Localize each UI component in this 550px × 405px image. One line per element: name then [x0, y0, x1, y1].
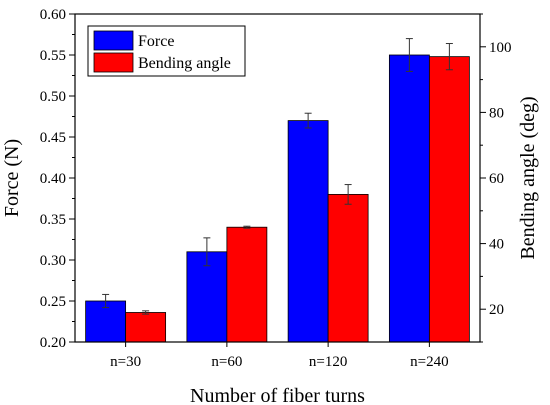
bending-angle-bar	[125, 312, 167, 343]
bending-angle-error-bar	[344, 184, 352, 205]
force-error-bar	[203, 237, 211, 267]
bending-angle-error-bar	[445, 43, 453, 71]
x-axis-title: Number of fiber turns	[190, 385, 365, 405]
bars-layer	[85, 38, 470, 343]
bending-angle-bar	[226, 226, 268, 343]
legend-label-bending-angle: Bending angle	[138, 55, 231, 72]
x-tick-label: n=30	[110, 354, 141, 370]
x-tick-label: n=240	[410, 354, 448, 370]
force-error-bar	[102, 293, 110, 309]
bending-angle-error-bar	[142, 310, 150, 315]
y-tick-label: 0.20	[40, 335, 66, 351]
y-axis-title: Force (N)	[1, 139, 23, 217]
y-tick-label: 0.45	[40, 130, 66, 146]
bending-angle-bar	[327, 193, 369, 343]
legend-swatch-force	[93, 30, 134, 51]
force-error-bar	[304, 112, 312, 129]
y-tick-label: 0.35	[40, 212, 66, 228]
y-tick-label: 0.40	[40, 171, 66, 187]
y2-tick-label: 100	[489, 40, 512, 56]
y-tick-label: 0.30	[40, 253, 66, 269]
legend-label-force: Force	[138, 33, 174, 50]
x-tick-label: n=120	[309, 354, 347, 370]
legend-swatch-bending-angle	[93, 52, 134, 73]
y-tick-label: 0.25	[40, 294, 66, 310]
force-bar	[388, 54, 430, 343]
bending-angle-error-bar	[243, 225, 251, 229]
y2-tick-label: 40	[489, 237, 504, 253]
y2-tick-label: 20	[489, 302, 504, 318]
ticks-layer: n=30 n=60 n=120 n=240 0.20 0.25 0.30 0.35 0.40 0.…	[40, 7, 512, 370]
y2-tick-label: 60	[489, 171, 504, 187]
y-tick-label: 0.60	[40, 7, 66, 23]
plot-frame	[74, 13, 481, 343]
force-bar	[287, 120, 329, 343]
force-error-bar	[405, 38, 413, 72]
legend: Force Bending angle	[87, 25, 246, 77]
x-tick-label: n=60	[211, 354, 242, 370]
y2-axis-title: Bending angle (deg)	[517, 96, 539, 259]
bending-angle-bar	[428, 56, 470, 343]
y2-tick-label: 80	[489, 105, 504, 121]
y-tick-label: 0.50	[40, 89, 66, 105]
y-tick-label: 0.55	[40, 48, 66, 64]
